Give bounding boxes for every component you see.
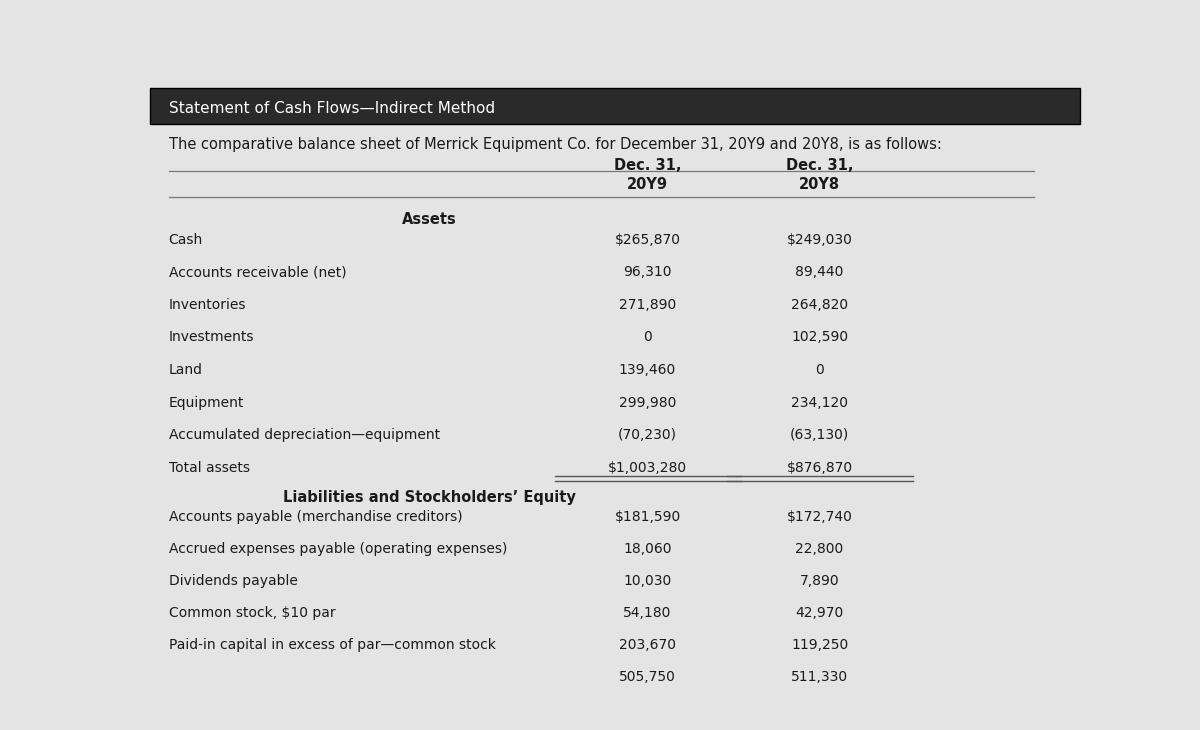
Text: $876,870: $876,870 (786, 461, 853, 474)
FancyBboxPatch shape (150, 88, 1080, 124)
Text: 264,820: 264,820 (791, 298, 848, 312)
Text: Statement of Cash Flows—Indirect Method: Statement of Cash Flows—Indirect Method (168, 101, 494, 116)
Text: 10,030: 10,030 (624, 575, 672, 588)
Text: Accrued expenses payable (operating expenses): Accrued expenses payable (operating expe… (168, 542, 506, 556)
Text: Investments: Investments (168, 331, 254, 345)
Text: 22,800: 22,800 (796, 542, 844, 556)
Text: 0: 0 (643, 331, 652, 345)
Text: 89,440: 89,440 (796, 265, 844, 279)
Text: Dec. 31,
20Y8: Dec. 31, 20Y8 (786, 158, 853, 192)
Text: 234,120: 234,120 (791, 396, 848, 410)
Text: (70,230): (70,230) (618, 429, 677, 442)
Text: 18,060: 18,060 (623, 542, 672, 556)
Text: 54,180: 54,180 (623, 607, 672, 620)
Text: 139,460: 139,460 (619, 363, 676, 377)
Text: 299,980: 299,980 (619, 396, 677, 410)
Text: 119,250: 119,250 (791, 639, 848, 653)
Text: $249,030: $249,030 (787, 233, 852, 247)
Text: Dec. 31,
20Y9: Dec. 31, 20Y9 (613, 158, 682, 192)
Text: Inventories: Inventories (168, 298, 246, 312)
Text: Cash: Cash (168, 233, 203, 247)
Text: 203,670: 203,670 (619, 639, 676, 653)
Text: Common stock, $10 par: Common stock, $10 par (168, 607, 335, 620)
Text: Accounts receivable (net): Accounts receivable (net) (168, 265, 347, 279)
Text: Paid-in capital in excess of par—common stock: Paid-in capital in excess of par—common … (168, 639, 496, 653)
Text: 271,890: 271,890 (619, 298, 676, 312)
Text: $1,003,280: $1,003,280 (608, 461, 688, 474)
Text: Accumulated depreciation—equipment: Accumulated depreciation—equipment (168, 429, 439, 442)
Text: Accounts payable (merchandise creditors): Accounts payable (merchandise creditors) (168, 510, 462, 524)
Text: The comparative balance sheet of Merrick Equipment Co. for December 31, 20Y9 and: The comparative balance sheet of Merrick… (168, 137, 942, 152)
Text: 511,330: 511,330 (791, 670, 848, 685)
Text: 102,590: 102,590 (791, 331, 848, 345)
Text: Dividends payable: Dividends payable (168, 575, 298, 588)
Text: 0: 0 (815, 363, 824, 377)
Text: 505,750: 505,750 (619, 670, 676, 685)
Text: $265,870: $265,870 (614, 233, 680, 247)
Text: 96,310: 96,310 (623, 265, 672, 279)
Text: 42,970: 42,970 (796, 607, 844, 620)
Text: Land: Land (168, 363, 203, 377)
Text: (63,130): (63,130) (790, 429, 850, 442)
Text: $181,590: $181,590 (614, 510, 680, 524)
Text: 7,890: 7,890 (799, 575, 840, 588)
Text: Assets: Assets (402, 212, 456, 227)
Text: $172,740: $172,740 (787, 510, 852, 524)
Text: Liabilities and Stockholders’ Equity: Liabilities and Stockholders’ Equity (282, 490, 576, 504)
Text: Equipment: Equipment (168, 396, 244, 410)
Text: Total assets: Total assets (168, 461, 250, 474)
